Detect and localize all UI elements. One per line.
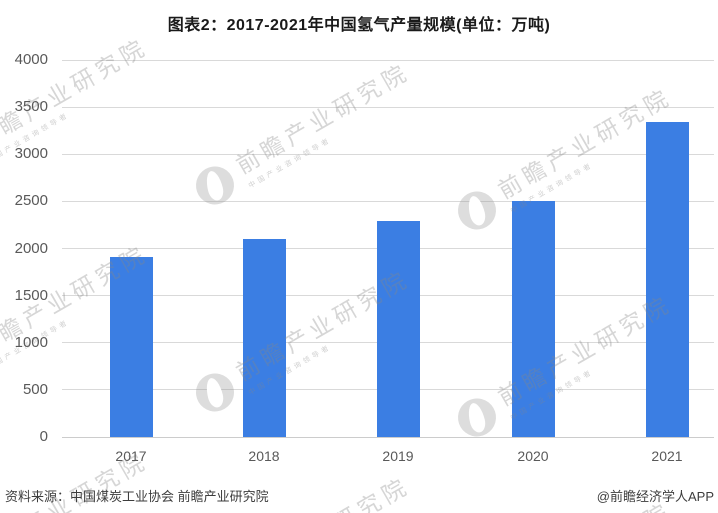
y-axis-tick-label: 1000 xyxy=(14,333,48,351)
gridline-3500 xyxy=(62,106,714,108)
gridline-3000 xyxy=(62,153,714,155)
bar-2019 xyxy=(376,221,420,437)
x-axis-tick-label: 2018 xyxy=(248,448,280,464)
y-axis-tick-label: 500 xyxy=(22,380,48,398)
source-note: 资料来源：中国煤炭工业协会 前瞻产业研究院 xyxy=(5,489,269,504)
gridline-2500 xyxy=(62,200,714,202)
bar-2020 xyxy=(511,201,555,437)
x-axis-tick-label: 2017 xyxy=(115,448,147,464)
bar-2018 xyxy=(242,239,286,437)
qianzhan-logo-icon xyxy=(189,366,241,419)
bar-2017 xyxy=(109,256,153,437)
app-credit: @前瞻经济学人APP xyxy=(596,489,714,504)
gridline-4000 xyxy=(62,59,714,61)
x-axis-tick-label: 2020 xyxy=(517,448,549,464)
watermark: 前瞻产业研究院中国产业咨询领导者 xyxy=(187,53,421,215)
x-axis-tick-label: 2019 xyxy=(382,448,414,464)
y-axis-tick-label: 4000 xyxy=(14,51,48,68)
y-axis-tick-label: 2500 xyxy=(14,192,48,210)
y-axis-tick-label: 1500 xyxy=(14,286,48,304)
qianzhan-logo-icon xyxy=(451,184,503,237)
y-axis-tick-label: 0 xyxy=(39,428,48,445)
chart-title: 图表2：2017-2021年中国氢气产量规模(单位：万吨) xyxy=(167,17,551,34)
bar-2021 xyxy=(645,122,689,437)
watermark-text: 前瞻产业研究院 xyxy=(0,33,153,154)
watermark-text: 前瞻产业研究院 xyxy=(231,58,415,179)
x-axis-tick-label: 2021 xyxy=(651,448,683,464)
watermark-text-group: 前瞻产业研究院中国产业咨询领导者 xyxy=(229,53,422,191)
y-axis-tick-label: 3000 xyxy=(14,145,48,163)
watermark-subtext: 中国产业咨询领导者 xyxy=(247,498,422,513)
gridline-0 xyxy=(62,436,714,438)
y-axis-tick-label: 3500 xyxy=(14,98,48,116)
watermark-subtext: 中国产业咨询领导者 xyxy=(247,136,333,191)
qianzhan-logo-icon xyxy=(189,159,241,212)
y-axis-tick-label: 2000 xyxy=(14,239,48,257)
